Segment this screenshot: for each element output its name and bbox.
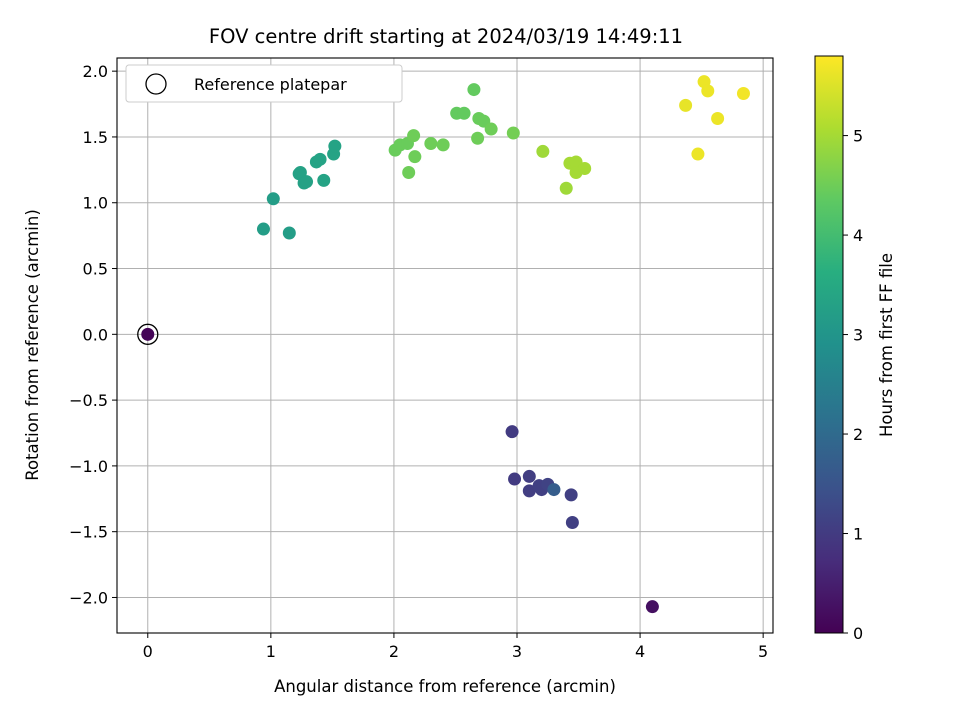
x-tick-label: 0 <box>143 642 153 661</box>
y-tick-label: 1.0 <box>83 194 108 213</box>
data-point <box>536 144 550 158</box>
data-point <box>328 139 342 153</box>
y-axis-ticks: −2.0 −1.5 −1.0 −0.5 0.0 0.5 1.0 1.5 2.0 <box>69 62 117 607</box>
data-point <box>645 600 659 614</box>
data-point <box>578 162 592 176</box>
data-point <box>436 138 450 152</box>
y-tick-label: −1.0 <box>69 457 108 476</box>
data-point <box>508 472 522 486</box>
colorbar-tick-label: 4 <box>853 226 863 245</box>
data-point <box>564 488 578 502</box>
data-point <box>522 484 536 498</box>
data-point <box>402 165 416 179</box>
legend: Reference platepar <box>125 64 403 103</box>
x-tick-label: 3 <box>512 642 522 661</box>
data-point <box>736 87 750 101</box>
data-point <box>547 483 561 497</box>
reference-platepar-marker <box>137 323 159 345</box>
colorbar-gradient <box>814 55 844 634</box>
data-point <box>266 192 280 206</box>
data-point <box>467 83 481 97</box>
data-point <box>559 181 573 195</box>
data-point <box>457 106 471 120</box>
data-point <box>484 122 498 136</box>
y-tick-label: 1.5 <box>83 128 108 147</box>
colorbar-tick-label: 2 <box>853 425 863 444</box>
colorbar-label: Hours from first FF file <box>877 253 896 437</box>
data-point <box>407 129 421 143</box>
colorbar: 0 1 2 3 4 5 Hours from first FF file <box>814 55 896 643</box>
data-point <box>522 469 536 483</box>
x-tick-label: 1 <box>266 642 276 661</box>
y-tick-label: −0.5 <box>69 391 108 410</box>
legend-label-reference: Reference platepar <box>194 75 347 94</box>
colorbar-ticks: 0 1 2 3 4 5 <box>843 127 863 643</box>
y-tick-label: −1.5 <box>69 523 108 542</box>
data-point <box>505 425 519 439</box>
plot-frame <box>116 57 774 634</box>
data-point <box>691 147 705 161</box>
x-axis-ticks: 0 1 2 3 4 5 <box>143 633 768 661</box>
data-point <box>313 152 327 166</box>
data-point <box>293 165 307 179</box>
y-tick-label: −2.0 <box>69 588 108 607</box>
x-tick-label: 2 <box>389 642 399 661</box>
y-tick-label: 0.0 <box>83 325 108 344</box>
y-tick-label: 0.5 <box>83 260 108 279</box>
data-point <box>565 515 579 529</box>
data-point <box>256 222 270 236</box>
data-points <box>137 75 750 614</box>
colorbar-tick-label: 1 <box>853 525 863 544</box>
colorbar-tick-label: 0 <box>853 624 863 643</box>
data-point <box>424 137 438 151</box>
data-point <box>679 98 693 112</box>
data-point <box>300 175 314 189</box>
data-point <box>141 327 155 341</box>
data-point <box>506 126 520 140</box>
colorbar-tick-label: 5 <box>853 127 863 146</box>
chart-title: FOV centre drift starting at 2024/03/19 … <box>209 25 683 48</box>
x-tick-label: 5 <box>758 642 768 661</box>
x-tick-label: 4 <box>635 642 645 661</box>
data-point <box>701 84 715 98</box>
y-tick-label: 2.0 <box>83 62 108 81</box>
y-axis-label: Rotation from reference (arcmin) <box>23 209 42 481</box>
plot-area <box>117 58 773 633</box>
x-axis-label: Angular distance from reference (arcmin) <box>274 677 616 696</box>
data-point <box>471 131 485 145</box>
data-point <box>317 173 331 187</box>
legend-box <box>125 64 403 103</box>
legend-marker-reference <box>145 73 167 95</box>
colorbar-tick-label: 3 <box>853 326 863 345</box>
data-point <box>711 112 725 126</box>
data-point <box>408 150 422 164</box>
data-point <box>282 226 296 240</box>
